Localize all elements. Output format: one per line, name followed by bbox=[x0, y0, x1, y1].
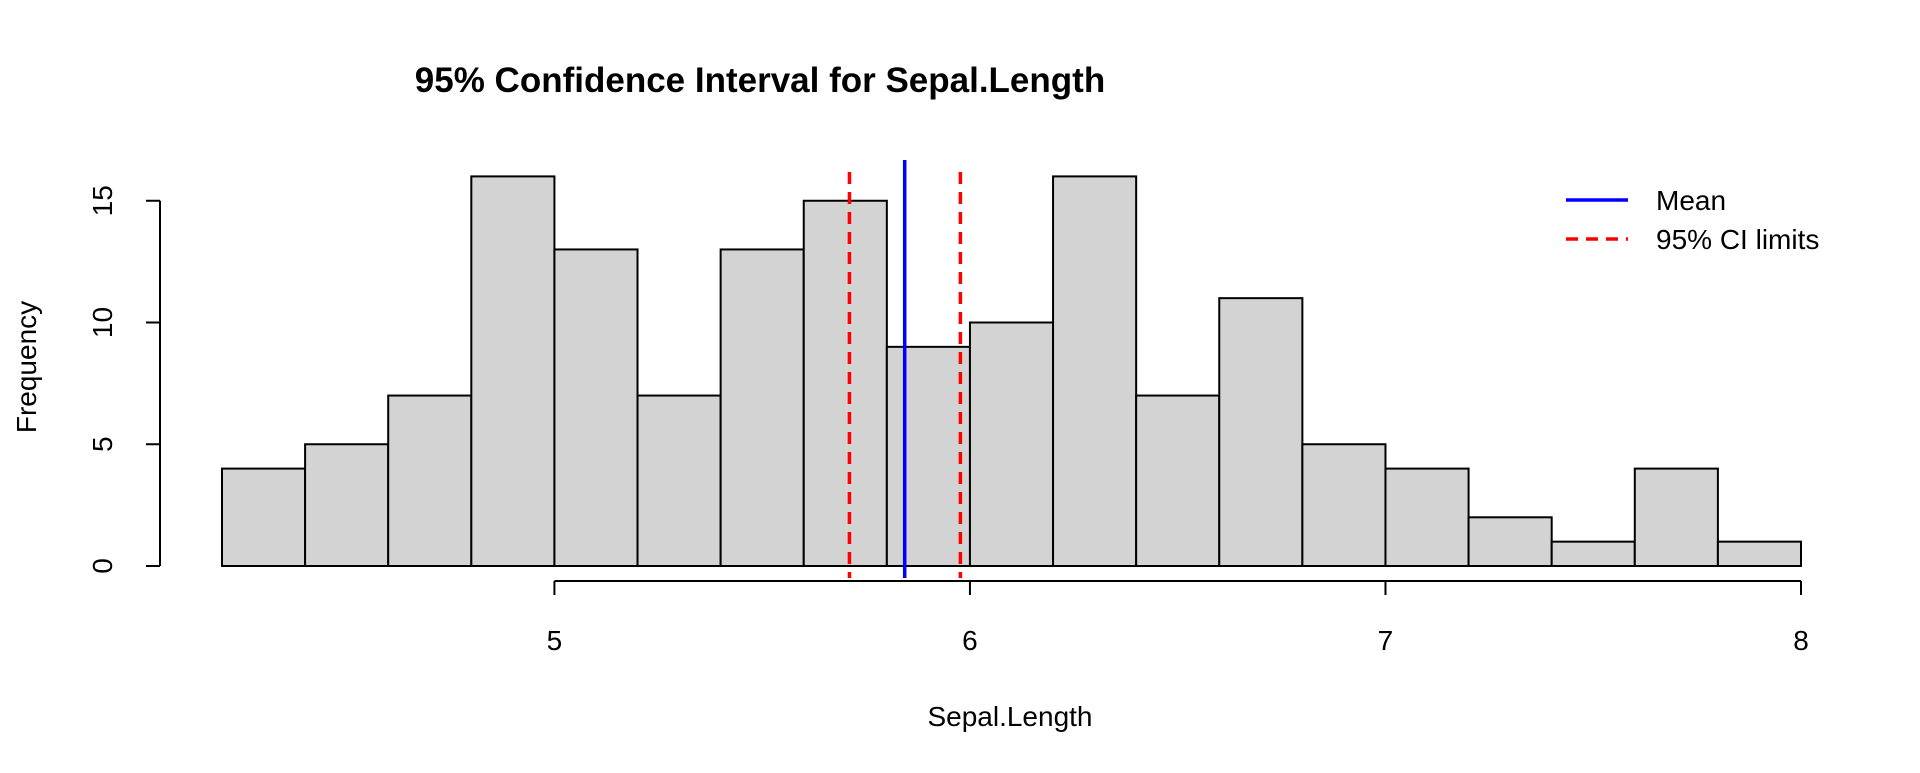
histogram-bar bbox=[1384, 467, 1470, 568]
histogram-bar bbox=[553, 248, 639, 567]
y-axis-label: Frequency bbox=[11, 301, 42, 433]
reference-lines-group bbox=[847, 160, 963, 578]
histogram-bar bbox=[636, 394, 722, 567]
histogram-bar bbox=[470, 175, 556, 567]
histogram-bar bbox=[968, 321, 1055, 567]
x-tick-label: 7 bbox=[1378, 625, 1394, 656]
y-axis: 0 5 10 15 bbox=[87, 185, 161, 574]
histogram-bar bbox=[719, 248, 805, 567]
histogram-bar bbox=[1135, 394, 1221, 567]
x-tick-label: 8 bbox=[1793, 625, 1809, 656]
bars-group bbox=[221, 175, 1803, 568]
legend-mean-label: Mean bbox=[1656, 185, 1726, 216]
y-tick-label: 15 bbox=[87, 185, 118, 216]
histogram-bar bbox=[1052, 175, 1138, 567]
histogram-bar bbox=[387, 394, 473, 567]
x-tick-label: 5 bbox=[547, 625, 563, 656]
histogram-bar bbox=[1218, 297, 1304, 567]
y-tick-label: 10 bbox=[87, 307, 118, 338]
histogram-bar bbox=[1550, 540, 1636, 568]
histogram-bar bbox=[1716, 540, 1803, 568]
histogram-bar bbox=[1633, 467, 1719, 568]
histogram-bar bbox=[802, 199, 888, 567]
x-axis: 5 6 7 8 bbox=[547, 580, 1809, 656]
histogram-bar bbox=[304, 443, 390, 567]
chart-title: 95% Confidence Interval for Sepal.Length bbox=[415, 61, 1105, 100]
y-tick-label: 5 bbox=[87, 436, 118, 452]
histogram-bar bbox=[1301, 443, 1387, 567]
y-tick-label: 0 bbox=[87, 558, 118, 574]
legend: Mean 95% CI limits bbox=[1566, 185, 1819, 255]
histogram-bar bbox=[221, 467, 307, 568]
x-tick-label: 6 bbox=[962, 625, 978, 656]
histogram-bar bbox=[1467, 516, 1553, 567]
legend-ci-label: 95% CI limits bbox=[1656, 224, 1819, 255]
x-axis-label: Sepal.Length bbox=[927, 701, 1092, 732]
histogram-bar bbox=[885, 345, 971, 567]
